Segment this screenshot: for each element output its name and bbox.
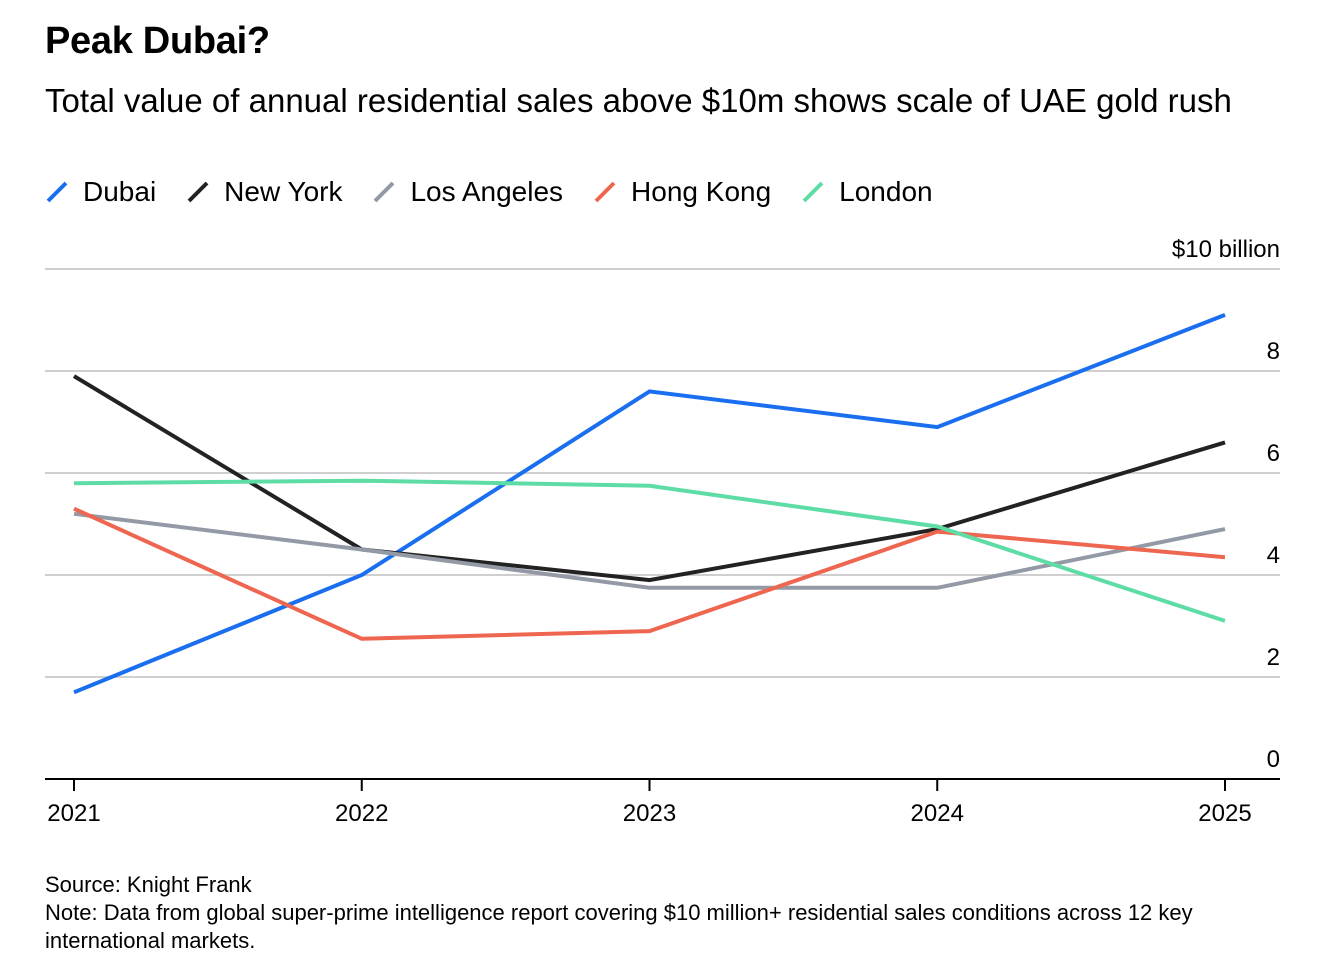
x-tick-label-2025: 2025 (1198, 800, 1251, 827)
legend-label-los-angeles: Los Angeles (410, 176, 564, 207)
series-line-hong-kong (73, 506, 1226, 641)
series-line-los-angeles (73, 511, 1226, 590)
series-line-dubai (73, 313, 1226, 695)
y-tick-label-0: 0 (1267, 746, 1280, 773)
series-line-london (73, 478, 1226, 623)
chart-footer: Source: Knight Frank Note: Data from glo… (45, 871, 1285, 955)
legend-item-new-york: New York (186, 176, 342, 208)
series-line-new-york (72, 374, 1226, 583)
legend-label-london: London (839, 176, 933, 207)
legend-item-hong-kong: Hong Kong (593, 176, 771, 208)
y-tick-label-8: 8 (1267, 338, 1280, 365)
legend-item-los-angeles: Los Angeles (372, 176, 563, 208)
legend-swatch-new-york (187, 181, 209, 203)
x-tick-label-2022: 2022 (335, 800, 388, 827)
x-tick-label-2021: 2021 (47, 800, 100, 827)
source-note: Source: Knight Frank (45, 872, 252, 897)
y-tick-label-2: 2 (1267, 644, 1280, 671)
y-tick-label-10: $10 billion (1172, 236, 1280, 263)
legend-swatch-hong-kong (594, 181, 616, 203)
y-tick-label-4: 4 (1267, 542, 1280, 569)
legend-label-dubai: Dubai (83, 176, 157, 207)
legend: Dubai New York Los Angeles Hong Kong Lon… (45, 176, 963, 208)
x-tick-label-2024: 2024 (911, 800, 964, 827)
legend-label-new-york: New York (224, 176, 343, 207)
x-tick-label-2023: 2023 (623, 800, 676, 827)
legend-item-dubai: Dubai (45, 176, 156, 208)
legend-swatch-los-angeles (374, 181, 395, 203)
legend-swatch-dubai (46, 181, 68, 203)
y-tick-label-6: 6 (1267, 440, 1280, 467)
data-note: Note: Data from global super-prime intel… (45, 900, 1193, 953)
chart-title: Peak Dubai? (45, 20, 270, 62)
legend-item-london: London (801, 176, 933, 208)
legend-label-hong-kong: Hong Kong (631, 176, 772, 207)
chart-subtitle: Total value of annual residential sales … (45, 82, 1232, 119)
legend-swatch-london (802, 181, 824, 203)
